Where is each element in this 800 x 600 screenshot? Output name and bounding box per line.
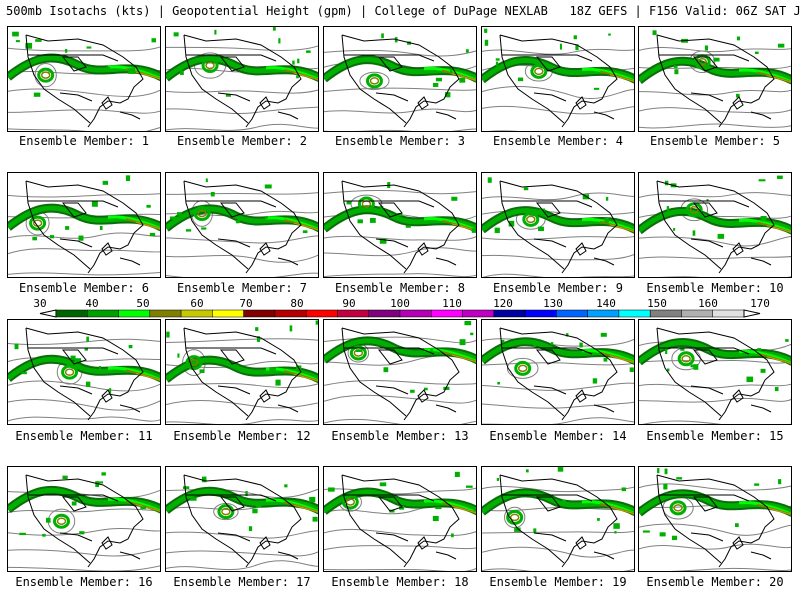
ensemble-map-1 bbox=[7, 26, 161, 132]
colorbar-segment bbox=[274, 309, 307, 318]
colorbar-tick-label: 50 bbox=[136, 297, 150, 310]
ensemble-map-10 bbox=[638, 172, 792, 278]
colorbar-right-arrow bbox=[743, 309, 761, 318]
colorbar-segment bbox=[87, 309, 119, 318]
ensemble-map-14 bbox=[481, 319, 635, 425]
colorbar-segment bbox=[618, 309, 651, 318]
colorbar-segment bbox=[149, 309, 182, 318]
ensemble-label-8: Ensemble Member: 8 bbox=[334, 281, 466, 295]
colorbar-tick-label: 40 bbox=[85, 297, 99, 310]
ensemble-map-2 bbox=[165, 26, 319, 132]
ensemble-map-17 bbox=[165, 466, 319, 572]
ensemble-map-9 bbox=[481, 172, 635, 278]
colorbar-tick-label: 60 bbox=[190, 297, 204, 310]
ensemble-map-3 bbox=[323, 26, 477, 132]
chart-title: 500mb Isotachs (kts) | Geopotential Heig… bbox=[6, 4, 800, 18]
colorbar-segment bbox=[462, 309, 495, 318]
ensemble-map-6 bbox=[7, 172, 161, 278]
ensemble-map-13 bbox=[323, 319, 477, 425]
colorbar-segment bbox=[118, 309, 151, 318]
colorbar-segment bbox=[368, 309, 401, 318]
colorbar-segment bbox=[305, 309, 338, 318]
ensemble-label-4: Ensemble Member: 4 bbox=[492, 134, 624, 148]
colorbar-tick-label: 120 bbox=[493, 297, 513, 310]
ensemble-map-11 bbox=[7, 319, 161, 425]
colorbar-segment bbox=[587, 309, 620, 318]
ensemble-map-18 bbox=[323, 466, 477, 572]
ensemble-label-2: Ensemble Member: 2 bbox=[176, 134, 308, 148]
colorbar-tick-label: 170 bbox=[750, 297, 770, 310]
colorbar-tick-label: 90 bbox=[342, 297, 356, 310]
colorbar-segment bbox=[524, 309, 557, 318]
ensemble-map-16 bbox=[7, 466, 161, 572]
colorbar-segment bbox=[180, 309, 213, 318]
colorbar-segment bbox=[681, 309, 713, 318]
ensemble-label-6: Ensemble Member: 6 bbox=[18, 281, 150, 295]
colorbar-segment bbox=[243, 309, 276, 318]
ensemble-label-16: Ensemble Member: 16 bbox=[15, 575, 153, 589]
colorbar-tick-label: 130 bbox=[543, 297, 563, 310]
colorbar-segment bbox=[431, 309, 463, 318]
colorbar-tick-label: 70 bbox=[239, 297, 253, 310]
colorbar-segment bbox=[556, 309, 588, 318]
colorbar-tick-label: 80 bbox=[290, 297, 304, 310]
colorbar-segment bbox=[493, 309, 526, 318]
colorbar-segment bbox=[212, 309, 244, 318]
ensemble-label-15: Ensemble Member: 15 bbox=[646, 429, 784, 443]
ensemble-label-13: Ensemble Member: 13 bbox=[331, 429, 469, 443]
ensemble-label-12: Ensemble Member: 12 bbox=[173, 429, 311, 443]
ensemble-map-19 bbox=[481, 466, 635, 572]
ensemble-label-9: Ensemble Member: 9 bbox=[492, 281, 624, 295]
ensemble-label-20: Ensemble Member: 20 bbox=[646, 575, 784, 589]
colorbar-tick-label: 150 bbox=[647, 297, 667, 310]
ensemble-label-3: Ensemble Member: 3 bbox=[334, 134, 466, 148]
colorbar-tick-label: 100 bbox=[390, 297, 410, 310]
colorbar-segment bbox=[55, 309, 88, 318]
colorbar-segment bbox=[399, 309, 432, 318]
ensemble-map-8 bbox=[323, 172, 477, 278]
ensemble-map-12 bbox=[165, 319, 319, 425]
ensemble-map-5 bbox=[638, 26, 792, 132]
colorbar-tick-label: 140 bbox=[596, 297, 616, 310]
colorbar bbox=[39, 309, 761, 318]
ensemble-label-11: Ensemble Member: 11 bbox=[15, 429, 153, 443]
colorbar-tick-label: 30 bbox=[33, 297, 47, 310]
ensemble-label-18: Ensemble Member: 18 bbox=[331, 575, 469, 589]
ensemble-label-1: Ensemble Member: 1 bbox=[18, 134, 150, 148]
colorbar-segment bbox=[649, 309, 682, 318]
ensemble-map-4 bbox=[481, 26, 635, 132]
colorbar-segment bbox=[337, 309, 369, 318]
colorbar-tick-label: 160 bbox=[698, 297, 718, 310]
ensemble-label-19: Ensemble Member: 19 bbox=[489, 575, 627, 589]
ensemble-label-14: Ensemble Member: 14 bbox=[489, 429, 627, 443]
ensemble-label-10: Ensemble Member: 10 bbox=[646, 281, 784, 295]
ensemble-label-17: Ensemble Member: 17 bbox=[173, 575, 311, 589]
colorbar-tick-label: 110 bbox=[442, 297, 462, 310]
ensemble-label-7: Ensemble Member: 7 bbox=[176, 281, 308, 295]
ensemble-map-20 bbox=[638, 466, 792, 572]
ensemble-map-15 bbox=[638, 319, 792, 425]
colorbar-segment bbox=[712, 309, 745, 318]
ensemble-label-5: Ensemble Member: 5 bbox=[649, 134, 781, 148]
ensemble-map-7 bbox=[165, 172, 319, 278]
colorbar-left-arrow bbox=[39, 309, 57, 318]
